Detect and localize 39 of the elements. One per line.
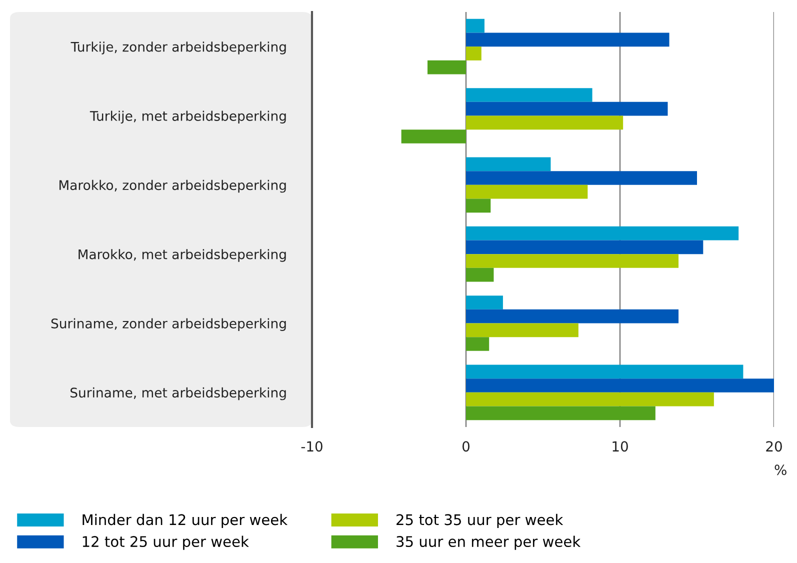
bar — [466, 240, 704, 254]
x-tick-label: 0 — [462, 441, 470, 452]
legend-label: 12 tot 25 uur per week — [82, 536, 249, 550]
y-tick-label: Marokko, zonder arbeidsbeperking — [60, 180, 286, 193]
legend-label: Minder dan 12 uur per week — [82, 514, 288, 528]
y-tick-label: Suriname, met arbeidsbeperking — [70, 387, 286, 400]
bar — [466, 32, 670, 47]
bar — [466, 406, 656, 420]
bar — [466, 18, 484, 33]
bar — [466, 198, 491, 213]
bar — [466, 88, 592, 102]
bar — [466, 337, 490, 351]
bar — [466, 102, 668, 116]
bar — [466, 171, 697, 185]
bar — [466, 364, 744, 379]
bar — [466, 378, 774, 392]
bar — [466, 392, 714, 406]
y-tick-label: Turkije, zonder arbeidsbeperking — [70, 42, 286, 54]
bar — [466, 184, 588, 199]
bar — [401, 130, 466, 144]
x-tick-label: 10 — [612, 441, 628, 452]
x-tick-label: 20 — [766, 441, 782, 452]
y-tick-label: Marokko, met arbeidsbeperking — [78, 249, 286, 262]
legend-label: 35 uur en meer per week — [396, 536, 581, 550]
bar — [466, 268, 494, 282]
y-tick-label: Suriname, zonder arbeidsbeperking — [51, 318, 286, 332]
x-tick-label: -10 — [301, 441, 322, 452]
bar — [466, 296, 503, 310]
bar — [466, 309, 679, 324]
x-axis-title: % — [774, 464, 786, 476]
bar — [466, 157, 551, 172]
bar — [466, 254, 679, 268]
bar — [466, 323, 578, 338]
legend-label: 25 tot 35 uur per week — [396, 514, 564, 528]
bar — [466, 226, 739, 240]
y-tick-label: Turkije, met arbeidsbeperking — [90, 110, 286, 124]
bar — [428, 60, 466, 74]
bar — [466, 46, 482, 60]
bar — [466, 116, 624, 130]
